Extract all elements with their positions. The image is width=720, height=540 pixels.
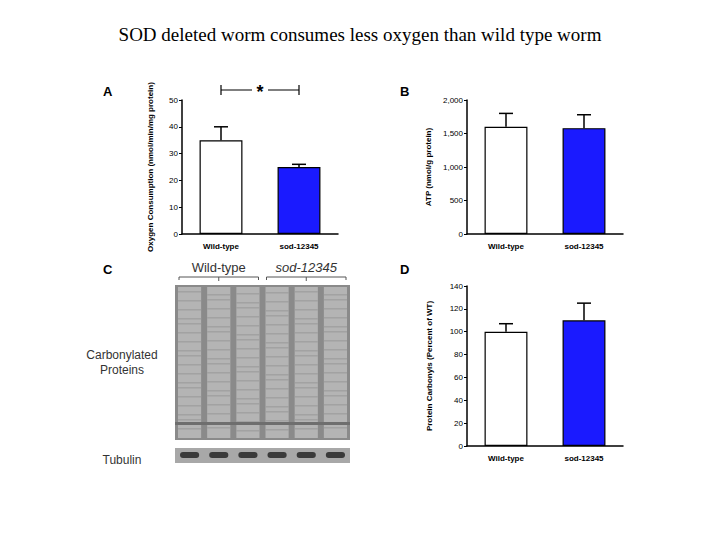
svg-text:1,000: 1,000: [443, 163, 464, 172]
svg-text:*: *: [256, 82, 263, 102]
svg-text:2,000: 2,000: [443, 96, 464, 105]
svg-text:1,500: 1,500: [443, 129, 464, 138]
svg-text:80: 80: [454, 350, 463, 359]
svg-text:Proteins: Proteins: [100, 363, 144, 377]
html-text:D: D: [400, 262, 410, 277]
html-text:C: C: [103, 262, 113, 277]
svg-text:50: 50: [169, 96, 178, 105]
svg-text:sod-12345: sod-12345: [279, 242, 319, 251]
svg-text:ATP (nmol/g protein): ATP (nmol/g protein): [424, 127, 433, 206]
svg-text:60: 60: [454, 373, 463, 382]
svg-text:20: 20: [454, 419, 463, 428]
html-text:SOD deleted worm consumes less: SOD deleted worm consumes less oxygen th…: [118, 24, 602, 45]
svg-text:Protein Carbonyls (Percent of: Protein Carbonyls (Percent of WT): [425, 301, 434, 432]
svg-text:140: 140: [450, 282, 464, 291]
svg-text:Carbonylated: Carbonylated: [86, 348, 157, 362]
svg-text:20: 20: [169, 176, 178, 185]
svg-text:sod-12345: sod-12345: [276, 260, 338, 275]
svg-text:40: 40: [454, 396, 463, 405]
svg-text:120: 120: [450, 304, 464, 313]
svg-text:sod-12345: sod-12345: [564, 454, 604, 463]
svg-text:Wild-type: Wild-type: [192, 260, 246, 275]
svg-text:30: 30: [169, 149, 178, 158]
svg-text:0: 0: [174, 230, 179, 239]
svg-text:0: 0: [459, 230, 464, 239]
html-text:A: A: [103, 84, 113, 99]
svg-text:10: 10: [169, 203, 178, 212]
svg-text:Wild-type: Wild-type: [203, 242, 239, 251]
svg-text:Wild-type: Wild-type: [488, 454, 524, 463]
svg-text:Tubulin: Tubulin: [103, 453, 142, 467]
svg-text:Oxygen Consumption (nmol/min/m: Oxygen Consumption (nmol/min/mg protein): [146, 82, 155, 252]
svg-text:Wild-type: Wild-type: [488, 242, 524, 251]
svg-text:0: 0: [459, 442, 464, 451]
html-text:B: B: [400, 84, 410, 99]
svg-text:500: 500: [450, 196, 464, 205]
svg-text:sod-12345: sod-12345: [564, 242, 604, 251]
svg-text:100: 100: [450, 327, 464, 336]
svg-text:40: 40: [169, 122, 178, 131]
